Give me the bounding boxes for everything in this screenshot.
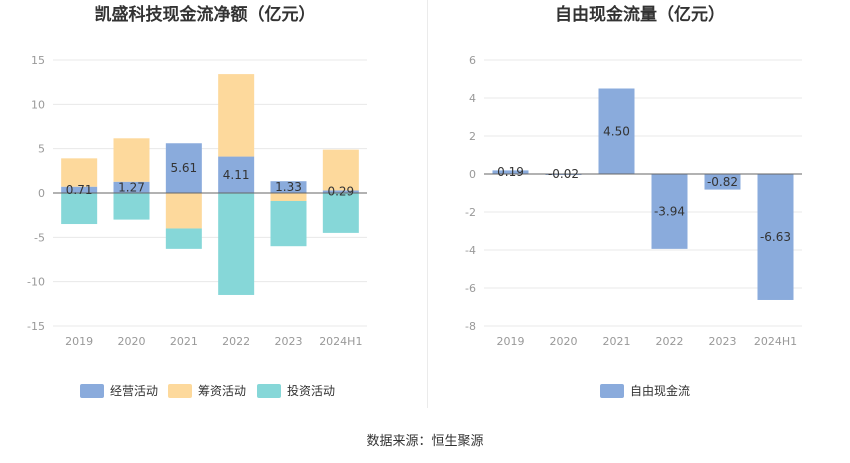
chart2-x-tick-label: 2021 bbox=[603, 335, 631, 348]
chart1-x-tick-label: 2024H1 bbox=[319, 335, 362, 348]
chart2-data-label: -0.82 bbox=[707, 175, 738, 189]
chart2-bar-free-cash-flow bbox=[492, 170, 529, 174]
chart1-x-tick-label: 2023 bbox=[275, 335, 303, 348]
chart1-bar-operating bbox=[270, 181, 307, 193]
chart1-x-tick-label: 2020 bbox=[118, 335, 146, 348]
chart2-x-tick-label: 2022 bbox=[656, 335, 684, 348]
chart2-data-label: 4.50 bbox=[603, 124, 630, 138]
chart1-bar-financing bbox=[218, 74, 255, 157]
chart1-y-tick-label: 0 bbox=[38, 187, 45, 200]
chart1-x-tick-label: 2021 bbox=[170, 335, 198, 348]
chart2-x-tick-label: 2023 bbox=[709, 335, 737, 348]
chart1-legend-swatch-financing bbox=[168, 384, 192, 398]
chart1-y-tick-label: -10 bbox=[27, 276, 45, 289]
chart1-bar-operating bbox=[322, 190, 359, 193]
chart1-data-label: 4.11 bbox=[223, 168, 250, 182]
chart2-y-tick-label: 4 bbox=[469, 92, 476, 105]
chart1-y-tick-label: 10 bbox=[31, 98, 45, 111]
chart1-bar-operating bbox=[165, 143, 202, 193]
chart2-x-tick-label: 2019 bbox=[497, 335, 525, 348]
chart1-bar-investing bbox=[61, 193, 98, 225]
chart1-bar-financing bbox=[61, 158, 98, 187]
chart1-legend-label: 投资活动 bbox=[287, 383, 335, 398]
chart1-data-label: 1.33 bbox=[275, 180, 302, 194]
chart2-x-tick-label: 2024H1 bbox=[754, 335, 797, 348]
chart2-data-label: -3.94 bbox=[654, 204, 685, 218]
chart2-y-tick-label: -6 bbox=[465, 282, 476, 295]
chart1-data-label: 0.71 bbox=[66, 183, 93, 197]
chart1-legend-swatch-operating bbox=[80, 384, 104, 398]
chart2-y-tick-label: 6 bbox=[469, 54, 476, 67]
chart1-bar-investing bbox=[322, 193, 359, 233]
chart1-y-tick-label: -15 bbox=[27, 320, 45, 333]
chart1-x-tick-label: 2019 bbox=[65, 335, 93, 348]
chart2-y-tick-label: -2 bbox=[465, 206, 476, 219]
chart2-data-label: -0.02 bbox=[548, 167, 579, 181]
chart1-bar-financing bbox=[322, 149, 359, 191]
chart1-data-label: 0.29 bbox=[327, 185, 354, 199]
chart1-bar-investing bbox=[165, 228, 202, 249]
chart1-legend-label: 经营活动 bbox=[110, 384, 158, 398]
chart2-bar-free-cash-flow bbox=[598, 88, 635, 174]
chart1-y-tick-label: 5 bbox=[38, 143, 45, 156]
chart2-data-label: -6.63 bbox=[760, 230, 791, 244]
chart2-legend-swatch bbox=[600, 384, 624, 398]
chart2-y-tick-label: -8 bbox=[465, 320, 476, 333]
chart2-data-label: 0.19 bbox=[497, 165, 524, 179]
chart2-y-tick-label: -4 bbox=[465, 244, 476, 257]
chart2-legend-label: 自由现金流 bbox=[630, 383, 690, 398]
chart1-y-tick-label: -5 bbox=[34, 231, 45, 244]
chart2-title: 自由现金流量（亿元） bbox=[555, 4, 725, 25]
chart1-y-tick-label: 15 bbox=[31, 54, 45, 67]
chart2-x-tick-label: 2020 bbox=[550, 335, 578, 348]
data-source: 数据来源：恒生聚源 bbox=[366, 434, 484, 449]
chart1-x-tick-label: 2022 bbox=[222, 335, 250, 348]
chart2-bar-free-cash-flow bbox=[651, 174, 688, 249]
chart1-bar-investing bbox=[270, 200, 307, 247]
chart1-bar-operating bbox=[61, 186, 98, 193]
chart1-data-label: 5.61 bbox=[170, 161, 197, 175]
chart1-title: 凯盛科技现金流净额（亿元） bbox=[95, 4, 316, 25]
chart1-bar-financing bbox=[270, 193, 307, 201]
chart2-bar-free-cash-flow bbox=[757, 174, 794, 300]
chart1-legend-label: 筹资活动 bbox=[198, 384, 246, 398]
chart1-bar-financing bbox=[113, 138, 150, 182]
chart1-data-label: 1.27 bbox=[118, 180, 145, 194]
chart1-legend-swatch-investing bbox=[257, 384, 281, 398]
chart2-y-tick-label: 2 bbox=[469, 130, 476, 143]
panel-divider bbox=[427, 0, 428, 408]
chart1-bar-investing bbox=[218, 193, 255, 295]
chart1-bar-investing bbox=[113, 193, 150, 220]
chart1-bar-operating bbox=[113, 181, 150, 193]
chart1-bar-operating bbox=[218, 156, 255, 193]
chart2-bar-free-cash-flow bbox=[704, 174, 741, 190]
chart2-y-tick-label: 0 bbox=[469, 168, 476, 181]
chart1-bar-financing bbox=[165, 193, 202, 229]
